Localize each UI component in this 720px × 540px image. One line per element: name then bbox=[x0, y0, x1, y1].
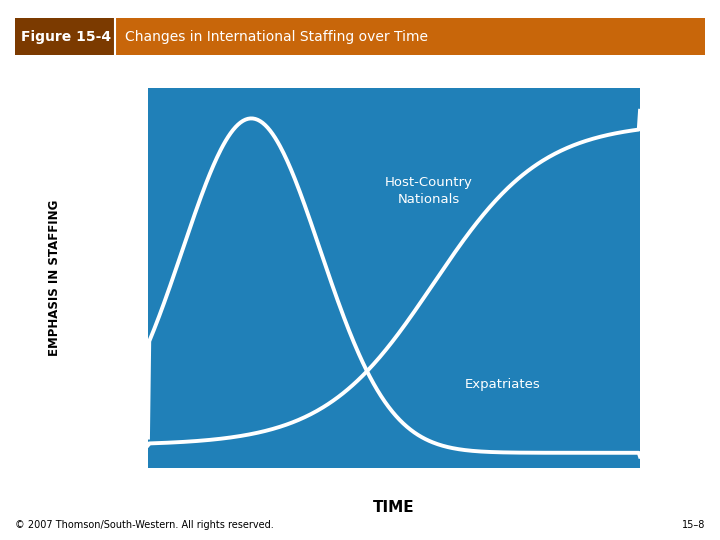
Text: Figure 15-4: Figure 15-4 bbox=[21, 30, 111, 44]
Text: EMPHASIS IN STAFFING: EMPHASIS IN STAFFING bbox=[48, 200, 61, 356]
Text: © 2007 Thomson/South-Western. All rights reserved.: © 2007 Thomson/South-Western. All rights… bbox=[15, 520, 274, 530]
Text: Host-Country
Nationals: Host-Country Nationals bbox=[384, 176, 472, 206]
Text: 15–8: 15–8 bbox=[682, 520, 705, 530]
Text: Changes in International Staffing over Time: Changes in International Staffing over T… bbox=[125, 30, 428, 44]
Text: Expatriates: Expatriates bbox=[464, 378, 540, 391]
Bar bbox=[148, 88, 640, 468]
Text: TIME: TIME bbox=[373, 501, 415, 516]
Bar bbox=[15, 18, 115, 55]
Bar bbox=[15, 18, 705, 55]
